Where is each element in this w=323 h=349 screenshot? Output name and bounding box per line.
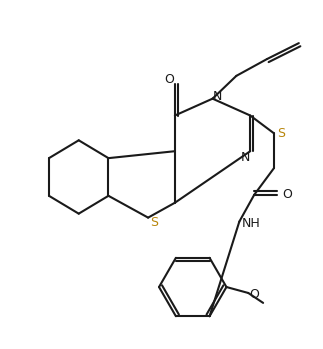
Text: N: N [241,151,250,164]
Text: O: O [249,289,259,302]
Text: N: N [213,90,222,103]
Text: S: S [150,216,158,229]
Text: O: O [282,188,292,201]
Text: S: S [277,127,285,140]
Text: O: O [164,73,174,86]
Text: NH: NH [242,217,261,230]
